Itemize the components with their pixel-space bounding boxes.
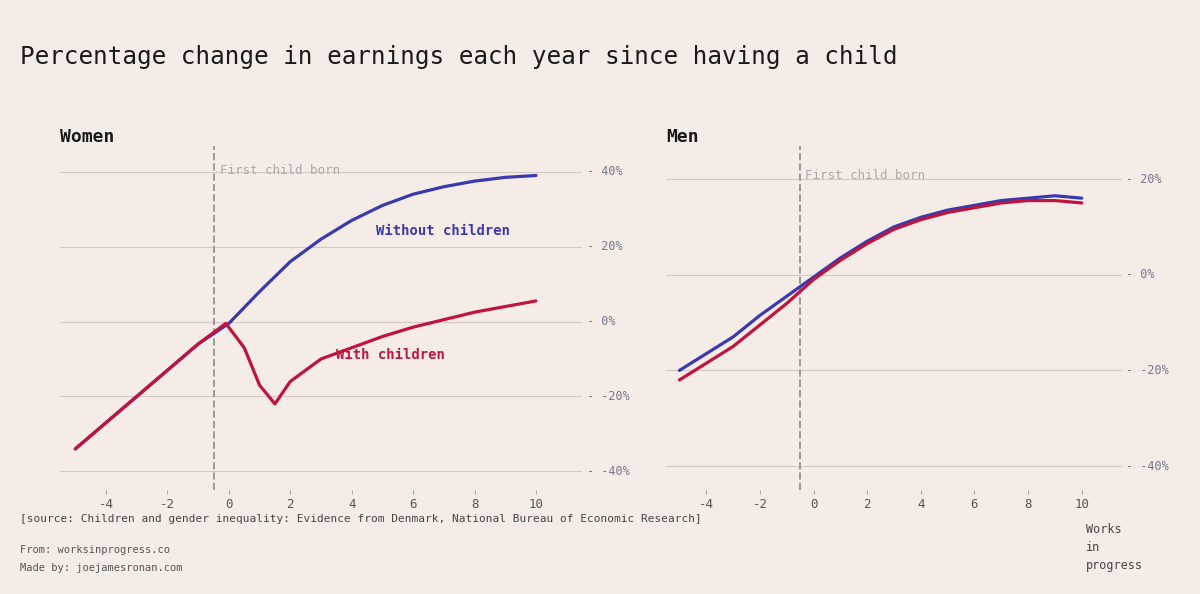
Text: - 20%: - 20% xyxy=(1126,172,1162,185)
Text: Works
in
progress: Works in progress xyxy=(1086,523,1142,571)
Text: From: worksinprogress.co: From: worksinprogress.co xyxy=(20,545,170,555)
Text: - -20%: - -20% xyxy=(1126,364,1169,377)
Text: Made by: joejamesronan.com: Made by: joejamesronan.com xyxy=(20,563,182,573)
Text: - 40%: - 40% xyxy=(587,165,623,178)
Text: First child born: First child born xyxy=(220,165,340,177)
Text: First child born: First child born xyxy=(805,169,925,182)
Text: - -40%: - -40% xyxy=(587,465,629,478)
Text: - 0%: - 0% xyxy=(1126,268,1154,281)
Text: - -40%: - -40% xyxy=(1126,460,1169,473)
Text: Percentage change in earnings each year since having a child: Percentage change in earnings each year … xyxy=(20,45,898,68)
Text: Women: Women xyxy=(60,128,114,146)
Text: - 20%: - 20% xyxy=(587,240,623,253)
Text: - -20%: - -20% xyxy=(587,390,629,403)
Text: Without children: Without children xyxy=(377,225,510,238)
Text: Men: Men xyxy=(666,128,698,146)
Text: With children: With children xyxy=(336,348,445,362)
Text: - 0%: - 0% xyxy=(587,315,616,328)
Text: [source: Children and gender inequality: Evidence from Denmark, National Bureau : [source: Children and gender inequality:… xyxy=(20,514,702,524)
